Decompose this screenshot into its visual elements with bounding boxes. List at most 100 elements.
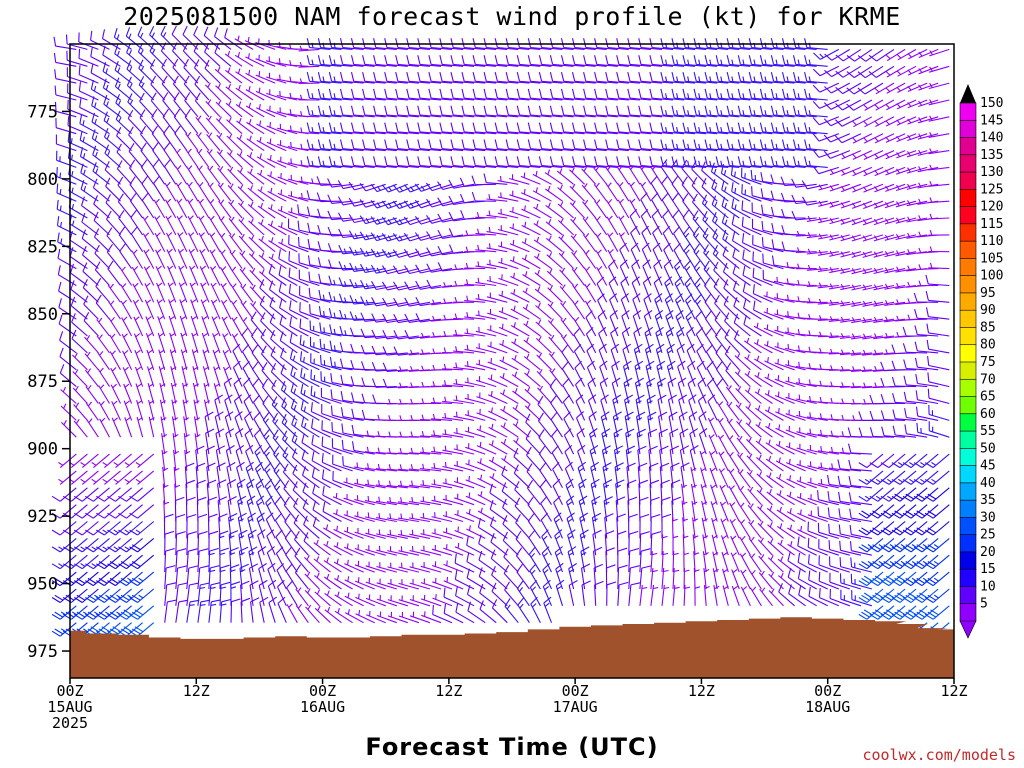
wind-barb [275, 546, 287, 573]
wind-barb [737, 105, 762, 118]
wind-barb [914, 341, 939, 354]
wind-barb [553, 495, 563, 522]
wind-barb [611, 360, 620, 387]
wind-barb [902, 453, 928, 469]
wind-barb [582, 233, 597, 253]
wind-barb [107, 487, 132, 502]
wind-barb [184, 108, 199, 135]
wind-barb [858, 554, 884, 570]
wind-barb [395, 38, 419, 50]
wind-barb [477, 507, 497, 522]
wind-barb [486, 292, 508, 303]
wind-barb [479, 600, 497, 624]
wind-barb [869, 588, 895, 603]
wind-barb [204, 59, 221, 84]
wind-barb [587, 394, 597, 421]
wind-barb [258, 252, 276, 270]
wind-barb [701, 500, 708, 522]
wind-barb [384, 156, 408, 168]
wind-barb [123, 400, 133, 421]
wind-barb [252, 394, 265, 421]
wind-barb [348, 230, 375, 240]
wind-barb [250, 597, 260, 623]
wind-barb [243, 377, 254, 404]
wind-barb [571, 266, 586, 286]
wind-barb [764, 373, 784, 388]
wind-barb [577, 444, 586, 472]
wind-barb [175, 513, 186, 539]
wind-barb [544, 169, 563, 185]
wind-barb [301, 416, 320, 438]
wind-barb [622, 343, 632, 370]
wind-barb [631, 259, 641, 286]
wind-barb [902, 343, 928, 354]
wind-barb [294, 531, 309, 556]
wind-barb [527, 156, 552, 168]
wind-barb [528, 529, 541, 556]
wind-barb [386, 447, 408, 455]
chart-title: 2025081500 NAM forecast wind profile (kt… [123, 2, 901, 31]
wind-barb [421, 611, 442, 624]
wind-barb [73, 402, 88, 421]
wind-barb [804, 71, 828, 84]
wind-barb [498, 323, 519, 337]
wind-barb [154, 215, 166, 236]
wind-barb [884, 316, 906, 323]
wind-barb [635, 394, 645, 421]
wind-barb [594, 215, 608, 236]
wind-barb [812, 149, 839, 158]
wind-barb [138, 59, 155, 84]
wind-barb [56, 199, 77, 219]
wind-barb [569, 200, 586, 219]
wind-barb [634, 360, 644, 387]
wind-barb [154, 232, 166, 252]
wind-barb [84, 335, 99, 354]
wind-barb [556, 168, 574, 185]
wind-barb [501, 455, 519, 472]
wind-barb [475, 228, 497, 236]
wind-barb [107, 504, 132, 519]
wind-barb [406, 71, 430, 84]
wind-barb [253, 411, 265, 438]
wind-barb [487, 341, 508, 354]
wind-barb [126, 76, 143, 101]
colorbar-swatch [959, 327, 977, 346]
wind-barb [503, 564, 519, 590]
wind-barb [748, 139, 773, 152]
wind-barb [180, 332, 188, 354]
wind-barb [653, 259, 663, 286]
colorbar-swatch [959, 309, 977, 329]
wind-barb [159, 399, 166, 421]
wind-barb [796, 460, 817, 472]
wind-barb [417, 156, 442, 168]
wind-barb [873, 300, 895, 307]
wind-barb [851, 251, 873, 258]
wind-barb [726, 71, 751, 84]
wind-barb [499, 340, 519, 354]
wind-barb [257, 546, 267, 573]
wind-barb [362, 71, 386, 84]
wind-barb [450, 122, 475, 135]
wind-barb [287, 174, 309, 185]
wind-barb [560, 156, 585, 168]
wind-barb [880, 470, 906, 485]
wind-barb [173, 449, 180, 471]
wind-barb [266, 105, 287, 118]
wind-barb [824, 65, 851, 78]
y-tick-label: 900 [27, 440, 58, 460]
wind-barb [594, 156, 618, 168]
wind-barb [715, 105, 740, 118]
wind-barb [431, 495, 453, 506]
wind-barb [594, 71, 618, 84]
wind-barb [594, 199, 608, 219]
wind-barb [706, 360, 718, 387]
wind-barb [256, 136, 276, 152]
wind-barb [610, 326, 619, 354]
wind-barb [885, 48, 906, 62]
wind-barb [256, 120, 276, 135]
wind-barb [164, 582, 177, 606]
wind-barb [384, 139, 408, 152]
wind-barb [247, 185, 265, 202]
wind-barb [770, 105, 795, 118]
wind-barb [583, 55, 607, 67]
